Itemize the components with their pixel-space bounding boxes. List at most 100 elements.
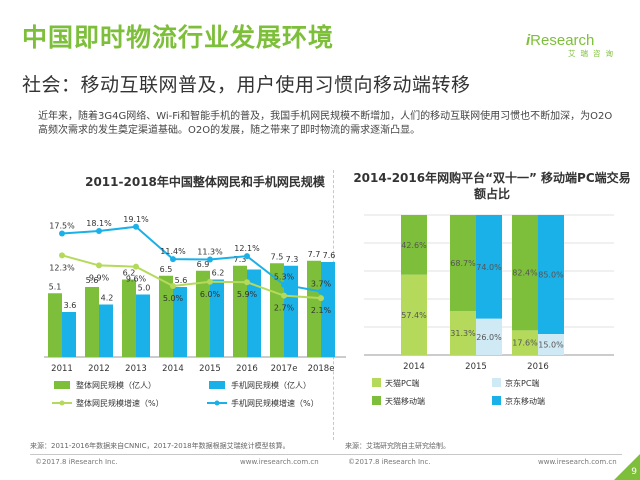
- line-mobile-growth-point: [244, 253, 250, 260]
- line-total-growth-point: [59, 252, 65, 259]
- netizen-scale-chart: 5.13.620115.64.220126.25.020136.55.62014…: [44, 215, 346, 408]
- legend-swatch: [372, 396, 381, 405]
- stack-tmall-pc: [401, 274, 427, 355]
- bar-mobile-label: 4.2: [101, 294, 114, 303]
- line-mobile-growth-label: 12.1%: [234, 244, 260, 253]
- bar-total-netizens: [233, 265, 247, 357]
- legend-label: 京东PC端: [505, 378, 539, 388]
- legend-swatch: [54, 381, 70, 389]
- line-total-growth-label: 5.9%: [237, 290, 258, 299]
- bar-total-netizens: [196, 270, 210, 357]
- chart2-title: 2014-2016年网购平台“双十一” 移动端PC端交易额占比: [353, 171, 631, 201]
- bar-total-netizens: [122, 279, 136, 357]
- bar-total-netizens: [85, 287, 99, 357]
- stack-tmall-pc: [450, 311, 476, 355]
- bar-mobile-label: 5.0: [138, 284, 151, 293]
- stack-label-mobile: 68.7%: [450, 259, 476, 268]
- line-total-growth-point: [281, 292, 287, 299]
- legend-marker: [59, 400, 65, 406]
- bar-total-netizens: [307, 260, 321, 357]
- x-tick-label: 2014: [403, 362, 425, 372]
- x-tick-label: 2012: [88, 364, 110, 374]
- line-total-growth-point: [133, 263, 139, 270]
- bar-total-label: 7.5: [271, 252, 284, 261]
- line-total-growth-label: 9.9%: [89, 273, 110, 282]
- bar-mobile-netizens: [136, 294, 150, 357]
- line-total-growth-label: 6.0%: [200, 290, 221, 299]
- stack-label-mobile: 42.6%: [401, 241, 427, 250]
- chart1-title: 2011-2018年中国整体网民和手机网民规模: [85, 175, 325, 189]
- line-total-growth-point: [207, 278, 213, 285]
- stack-jd-pc: [538, 334, 564, 355]
- line-mobile-growth-label: 17.5%: [49, 222, 75, 231]
- stack-tmall-mobile: [401, 215, 427, 275]
- legend-label: 手机网民规模（亿人）: [231, 380, 311, 390]
- stack-jd-mobile: [476, 215, 502, 319]
- stack-label-mobile: 74.0%: [476, 263, 502, 272]
- stack-tmall-mobile: [512, 215, 538, 331]
- bar-total-netizens: [270, 263, 284, 357]
- bar-mobile-netizens: [173, 287, 187, 357]
- line-total-growth-point: [318, 295, 324, 302]
- legend-label: 手机网民规模增速（%）: [231, 398, 319, 408]
- bar-mobile-netizens: [321, 262, 335, 357]
- stack-label-pc: 57.4%: [401, 311, 427, 320]
- stack-tmall-mobile: [450, 215, 476, 312]
- x-tick-label: 2015: [199, 364, 221, 374]
- line-total-growth-label: 5.0%: [163, 294, 184, 303]
- bar-mobile-netizens: [284, 265, 298, 357]
- bar-total-label: 5.6: [86, 276, 99, 285]
- legend-swatch: [372, 378, 381, 387]
- x-tick-label: 2016: [236, 364, 258, 374]
- line-mobile-growth-point: [59, 230, 65, 237]
- legend-swatch: [492, 396, 501, 405]
- bar-total-netizens: [159, 275, 173, 357]
- stack-label-mobile: 82.4%: [512, 269, 538, 278]
- stack-label-mobile: 85.0%: [538, 271, 564, 280]
- legend-label: 天猫移动端: [385, 396, 425, 406]
- line-total-growth-label: 2.1%: [311, 306, 332, 315]
- bar-total-label: 7.3: [234, 255, 247, 264]
- line-mobile-growth-label: 3.7%: [311, 279, 332, 288]
- line-mobile-growth-point: [318, 288, 324, 295]
- stack-label-pc: 15.0%: [538, 341, 564, 350]
- double11-share-chart: 57.4% 42.6% 2014 31.3% 68.7% 26.0% 74.0% 2015 17…: [364, 214, 614, 406]
- page-subtitle: 社会：移动互联网普及，用户使用习惯向移动端转移: [22, 74, 471, 96]
- source-note-left: 来源：2011-2016年数据来自CNNIC，2017-2018年数据根据艾瑞统…: [30, 442, 290, 450]
- logo-wordmark: iResearch: [526, 32, 595, 49]
- intro-paragraph: 近年来，随着3G4G网络、Wi-Fi和智能手机的普及，我国手机网民规模不断增加，…: [38, 111, 613, 136]
- line-total-growth-point: [244, 279, 250, 286]
- legend-label: 整体网民规模增速（%）: [76, 398, 164, 408]
- line-total-growth: [61, 254, 322, 300]
- bar-mobile-label: 7.3: [286, 255, 299, 264]
- x-tick-label: 2017e: [271, 364, 298, 374]
- footer-url-left: www.iresearch.com.cn: [240, 458, 319, 466]
- footer-url-right: www.iresearch.com.cn: [538, 458, 617, 466]
- line-mobile-growth-label: 11.3%: [197, 248, 223, 257]
- bar-mobile-label: 6.2: [212, 269, 225, 278]
- stack-tmall-pc: [512, 330, 538, 355]
- x-tick-label: 2014: [162, 364, 184, 374]
- legend-swatch: [492, 378, 501, 387]
- bar-mobile-netizens: [210, 279, 224, 357]
- line-total-growth-label: 9.6%: [126, 275, 147, 284]
- bar-total-label: 6.5: [160, 265, 173, 274]
- line-mobile-growth-label: 18.1%: [86, 219, 112, 228]
- bar-total-label: 6.9: [197, 260, 210, 269]
- line-mobile-growth-point: [170, 256, 176, 263]
- bar-total-label: 7.7: [308, 250, 321, 259]
- x-tick-label: 2011: [51, 364, 73, 374]
- line-mobile-growth-point: [207, 256, 213, 263]
- legend-label: 整体网民规模（亿人）: [76, 380, 156, 390]
- legend-swatch: [209, 381, 225, 389]
- legend-label: 京东移动端: [505, 396, 545, 406]
- line-mobile-growth-point: [96, 227, 102, 234]
- line-mobile-growth-label: 5.3%: [274, 273, 295, 282]
- footer-copyright-left: ©2017.8 iResearch Inc.: [35, 458, 118, 466]
- line-total-growth-point: [96, 262, 102, 269]
- footer-copyright-right: ©2017.8 iResearch Inc.: [348, 458, 431, 466]
- bar-total-label: 5.1: [49, 282, 62, 291]
- line-total-growth-point: [170, 283, 176, 289]
- x-tick-label: 2013: [125, 364, 147, 374]
- line-mobile-growth-point: [281, 281, 287, 288]
